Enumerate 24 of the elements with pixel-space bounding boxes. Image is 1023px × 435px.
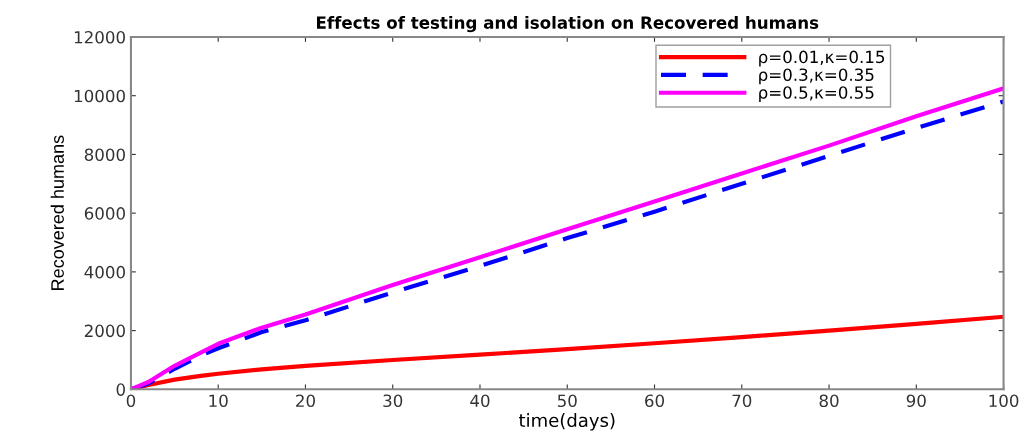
x-tick-label: 40 <box>470 394 490 408</box>
y-axis-title: Recovered humans <box>50 135 64 290</box>
x-tick-label: 70 <box>732 394 752 408</box>
y-tick-label: 8000 <box>84 148 125 161</box>
x-tick-label: 20 <box>296 394 315 408</box>
legend-label: ρ=0.3,κ=0.35 <box>759 68 874 85</box>
y-tick-label: 12000 <box>74 30 125 44</box>
y-tick-label: 2000 <box>84 324 125 338</box>
x-tick-label: 100 <box>989 394 1019 408</box>
y-tick-label: 4000 <box>84 265 125 279</box>
x-tick-label: 80 <box>819 394 839 408</box>
y-tick-label: 0 <box>116 383 125 396</box>
x-tick-label: 10 <box>209 394 228 408</box>
legend-label: ρ=0.5,κ=0.55 <box>759 86 874 103</box>
x-tick-label: 0 <box>126 394 136 408</box>
x-axis-title: time(days) <box>518 413 615 431</box>
x-tick-label: 50 <box>557 394 577 408</box>
x-tick-label: 90 <box>906 394 926 408</box>
chart-title: Effects of testing and isolation on Recovered humans <box>317 15 819 33</box>
x-tick-label: 30 <box>383 394 403 408</box>
x-tick-label: 60 <box>645 394 665 408</box>
legend-label: ρ=0.01,κ=0.15 <box>759 50 885 67</box>
y-tick-label: 10000 <box>74 89 125 103</box>
y-tick-label: 6000 <box>84 207 125 220</box>
